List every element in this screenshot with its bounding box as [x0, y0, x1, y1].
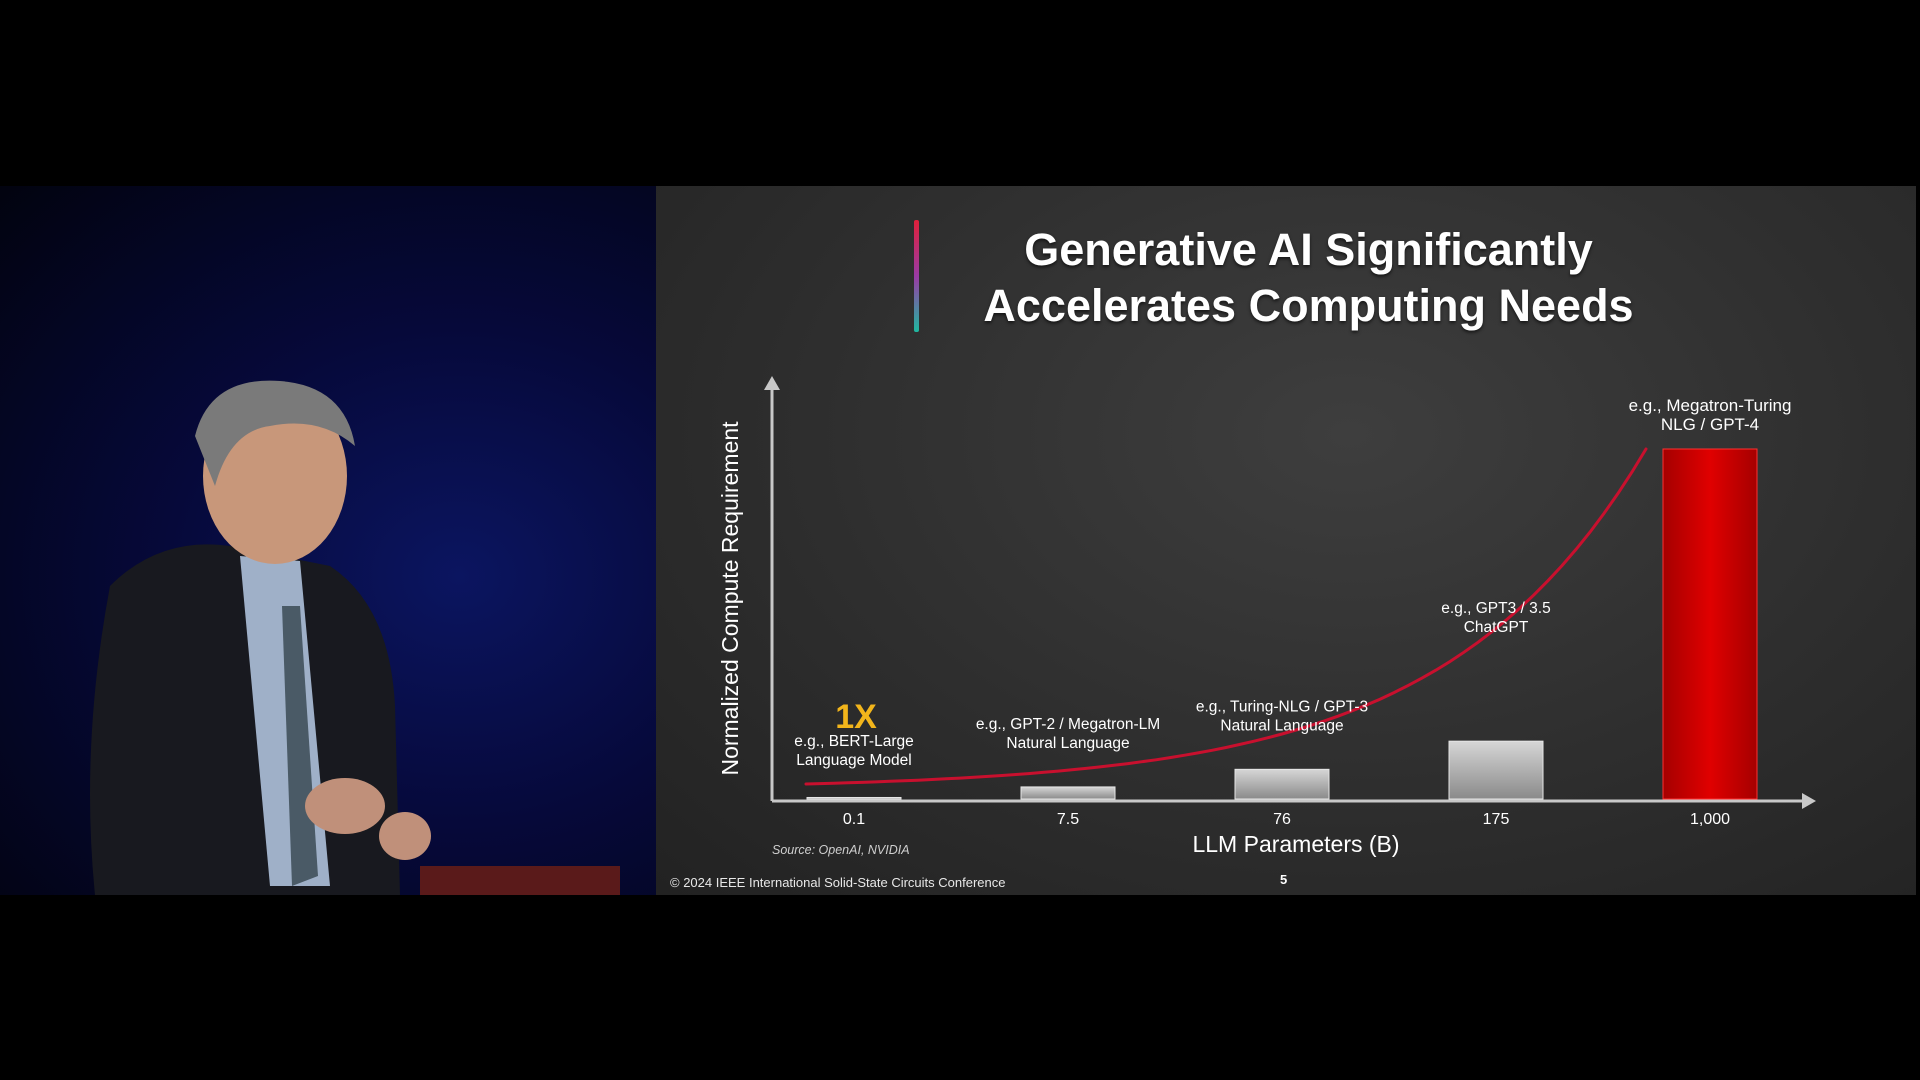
x-axis-title: LLM Parameters (B): [1192, 831, 1399, 857]
slide-title-line-2: Accelerates Computing Needs: [983, 280, 1634, 331]
bar-7.5: [1020, 786, 1116, 800]
chart: Normalized Compute Requirement LLM Parame…: [717, 376, 1816, 857]
annotation-line: e.g., Turing-NLG / GPT-3: [1196, 698, 1368, 715]
annotation-line: e.g., Megatron-Turing: [1629, 396, 1792, 415]
slide-title-line-1: Generative AI Significantly: [1024, 224, 1593, 275]
annotation-line: Natural Language: [1006, 735, 1129, 752]
bar-175: [1448, 740, 1544, 800]
annotation-line: e.g., GPT-2 / Megatron-LM: [976, 716, 1160, 733]
annotation-line: ChatGPT: [1464, 619, 1529, 636]
x-tick-label: 1,000: [1690, 811, 1730, 828]
presentation-slide: Generative AI Significantly Accelerates …: [656, 186, 1916, 895]
slide-title: Generative AI Significantly Accelerates …: [916, 222, 1701, 334]
trend-curve: [804, 447, 1648, 786]
footer-copyright: © 2024 IEEE International Solid-State Ci…: [670, 875, 1006, 890]
source-note: Source: OpenAI, NVIDIA: [772, 843, 910, 857]
annotation-line: e.g., GPT3 / 3.5: [1441, 600, 1550, 617]
annotation-7.5: e.g., GPT-2 / Megatron-LM Natural Languag…: [976, 716, 1160, 752]
bar-1,000: [1662, 448, 1758, 800]
annotation-76: e.g., Turing-NLG / GPT-3 Natural Language: [1196, 698, 1368, 734]
y-axis-arrow: [764, 376, 780, 390]
bar-76: [1234, 768, 1330, 800]
callout-1x: 1X: [835, 698, 877, 736]
x-tick-label: 76: [1273, 811, 1291, 828]
x-tick-label: 7.5: [1057, 811, 1079, 828]
page-number: 5: [1280, 872, 1288, 887]
annotation-0.1: e.g., BERT-Large Language Model: [794, 733, 913, 769]
speaker-video: [0, 186, 656, 895]
annotation-line: Language Model: [796, 752, 912, 769]
x-tick-label: 175: [1483, 811, 1510, 828]
title-accent-bar: [914, 220, 919, 332]
speaker-figure: [90, 380, 620, 895]
annotation-175: e.g., GPT3 / 3.5 ChatGPT: [1441, 600, 1550, 636]
x-axis-arrow: [1802, 793, 1816, 809]
y-axis-title: Normalized Compute Requirement: [717, 421, 743, 776]
annotation-line: Natural Language: [1220, 717, 1343, 734]
bar-0.1: [806, 796, 902, 800]
annotation-line: e.g., BERT-Large: [794, 733, 913, 750]
x-tick-label: 0.1: [843, 811, 865, 828]
annotation-line: NLG / GPT-4: [1661, 415, 1759, 434]
